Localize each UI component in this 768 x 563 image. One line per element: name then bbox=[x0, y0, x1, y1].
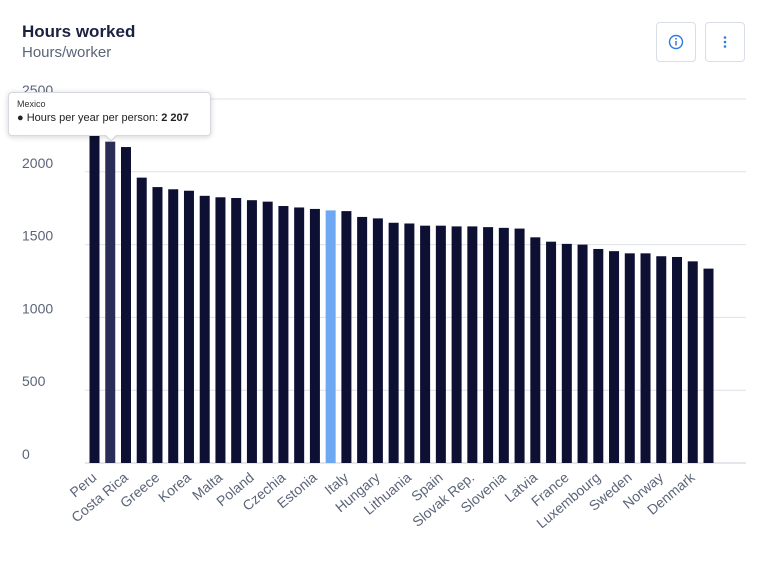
bar bbox=[640, 253, 651, 463]
info-icon bbox=[668, 34, 684, 50]
bar bbox=[372, 218, 383, 463]
chart-subtitle: Hours/worker bbox=[22, 44, 112, 61]
bar bbox=[624, 253, 635, 463]
tooltip-line: ● Hours per year per person: 2 207 bbox=[17, 112, 202, 124]
bar bbox=[451, 226, 462, 463]
info-button[interactable] bbox=[656, 22, 696, 62]
bar bbox=[687, 261, 698, 463]
y-tick-label: 0 bbox=[22, 446, 30, 462]
bar bbox=[278, 206, 289, 464]
bar bbox=[435, 225, 446, 463]
more-options-button[interactable] bbox=[705, 22, 745, 62]
bar bbox=[530, 237, 541, 463]
y-tick-label: 1000 bbox=[22, 300, 53, 316]
more-vertical-icon bbox=[723, 36, 727, 48]
bar bbox=[656, 256, 667, 463]
y-tick-label: 2000 bbox=[22, 155, 53, 171]
y-tick-label: 500 bbox=[22, 373, 46, 389]
bar bbox=[388, 222, 399, 463]
bar bbox=[152, 187, 163, 463]
chart-title: Hours worked bbox=[22, 22, 136, 41]
bar bbox=[483, 227, 494, 463]
bar bbox=[105, 141, 116, 463]
tooltip: Mexico ● Hours per year per person: 2 20… bbox=[8, 92, 211, 136]
tooltip-bullet: ● bbox=[17, 112, 27, 124]
bar bbox=[420, 225, 431, 463]
bar bbox=[561, 243, 572, 463]
bar bbox=[546, 241, 557, 463]
bar bbox=[703, 268, 714, 463]
bar bbox=[341, 211, 352, 463]
bar bbox=[246, 200, 257, 463]
bar bbox=[514, 228, 525, 463]
bar bbox=[294, 207, 305, 463]
x-tick-label: Korea bbox=[155, 469, 194, 505]
tooltip-arrow-fill bbox=[105, 134, 117, 140]
bar bbox=[609, 251, 620, 463]
tooltip-value: 2 207 bbox=[161, 112, 189, 124]
bar bbox=[199, 195, 210, 463]
bar bbox=[325, 210, 336, 463]
bar bbox=[672, 256, 683, 463]
bar bbox=[498, 227, 509, 463]
bar bbox=[183, 190, 194, 463]
bar bbox=[168, 189, 179, 463]
bar bbox=[231, 198, 242, 463]
bar bbox=[577, 244, 588, 463]
bar bbox=[120, 147, 131, 463]
bar bbox=[215, 197, 226, 463]
tooltip-country: Mexico bbox=[17, 99, 46, 109]
bar bbox=[262, 201, 273, 463]
bar bbox=[593, 248, 604, 463]
bar bbox=[467, 226, 478, 463]
y-tick-label: 1500 bbox=[22, 228, 53, 244]
bar bbox=[89, 132, 100, 463]
bar bbox=[309, 208, 320, 463]
tooltip-label: Hours per year per person: bbox=[26, 112, 159, 124]
bar bbox=[357, 216, 368, 463]
bar bbox=[404, 223, 415, 463]
bar bbox=[136, 177, 147, 463]
